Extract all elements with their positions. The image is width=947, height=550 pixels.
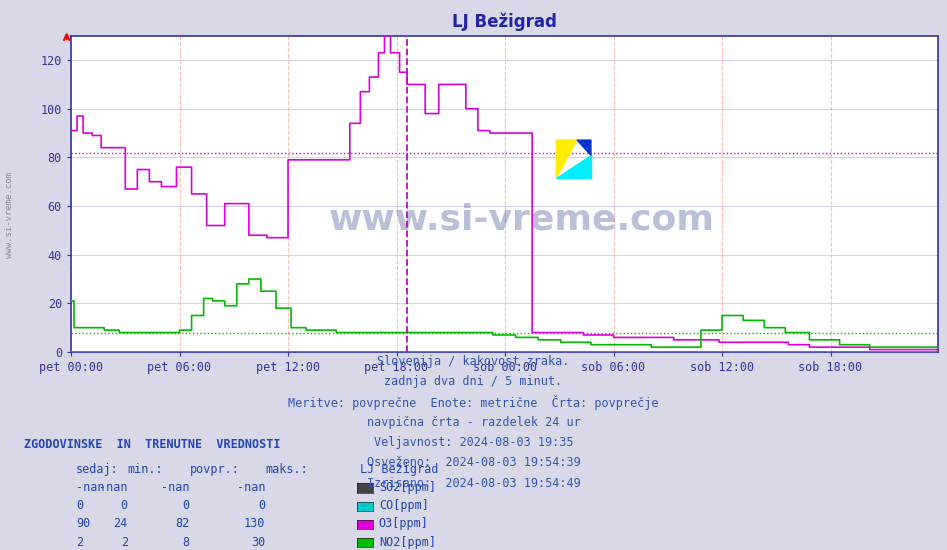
Text: navpična črta - razdelek 24 ur: navpična črta - razdelek 24 ur — [366, 416, 581, 429]
Text: Meritve: povprečne  Enote: metrične  Črta: povprečje: Meritve: povprečne Enote: metrične Črta:… — [288, 395, 659, 410]
Text: www.si-vreme.com: www.si-vreme.com — [5, 172, 14, 257]
Text: Osveženo:  2024-08-03 19:54:39: Osveženo: 2024-08-03 19:54:39 — [366, 456, 581, 470]
Text: 30: 30 — [251, 536, 265, 548]
Text: povpr.:: povpr.: — [189, 463, 240, 476]
Text: zadnja dva dni / 5 minut.: zadnja dva dni / 5 minut. — [384, 375, 563, 388]
Text: 130: 130 — [243, 518, 265, 530]
Polygon shape — [577, 140, 591, 155]
Text: 90: 90 — [76, 518, 90, 530]
Text: sedaj:: sedaj: — [76, 463, 118, 476]
Text: O3[ppm]: O3[ppm] — [379, 518, 429, 530]
Text: -nan: -nan — [76, 481, 104, 494]
Text: 2: 2 — [120, 536, 128, 548]
Text: 24: 24 — [114, 518, 128, 530]
Text: www.si-vreme.com: www.si-vreme.com — [329, 202, 715, 236]
Text: Slovenija / kakovost zraka.: Slovenija / kakovost zraka. — [377, 355, 570, 368]
Text: -nan: -nan — [161, 481, 189, 494]
Polygon shape — [556, 140, 577, 178]
Text: SO2[ppm]: SO2[ppm] — [379, 481, 436, 494]
Text: ZGODOVINSKE  IN  TRENUTNE  VREDNOSTI: ZGODOVINSKE IN TRENUTNE VREDNOSTI — [24, 438, 280, 451]
Text: NO2[ppm]: NO2[ppm] — [379, 536, 436, 548]
Text: 82: 82 — [175, 518, 189, 530]
Text: min.:: min.: — [128, 463, 164, 476]
Text: 0: 0 — [120, 499, 128, 512]
Text: 0: 0 — [76, 499, 83, 512]
Text: Veljavnost: 2024-08-03 19:35: Veljavnost: 2024-08-03 19:35 — [374, 436, 573, 449]
Text: -nan: -nan — [237, 481, 265, 494]
Text: CO[ppm]: CO[ppm] — [379, 499, 429, 512]
Title: LJ Bežigrad: LJ Bežigrad — [452, 13, 557, 31]
Text: LJ Bežigrad: LJ Bežigrad — [360, 463, 438, 476]
Polygon shape — [556, 155, 591, 178]
Text: Izrisano:  2024-08-03 19:54:49: Izrisano: 2024-08-03 19:54:49 — [366, 477, 581, 490]
Text: maks.:: maks.: — [265, 463, 308, 476]
Text: 2: 2 — [76, 536, 83, 548]
Text: 0: 0 — [258, 499, 265, 512]
Text: -nan: -nan — [99, 481, 128, 494]
Text: 8: 8 — [182, 536, 189, 548]
Text: 0: 0 — [182, 499, 189, 512]
